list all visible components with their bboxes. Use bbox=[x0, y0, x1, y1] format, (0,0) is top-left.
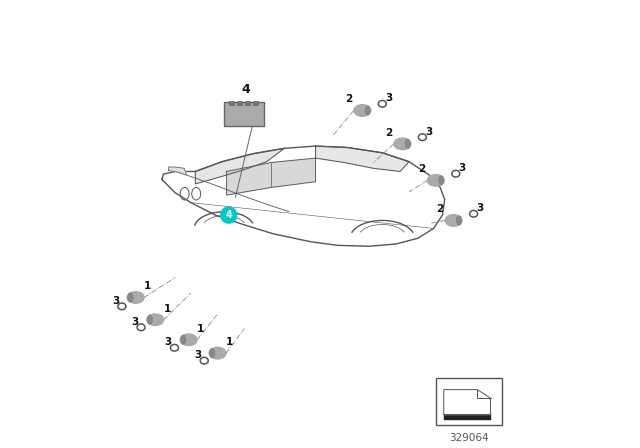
Ellipse shape bbox=[210, 349, 214, 358]
Ellipse shape bbox=[428, 175, 444, 186]
Ellipse shape bbox=[456, 216, 461, 225]
Text: 4: 4 bbox=[241, 82, 250, 95]
Text: 2: 2 bbox=[345, 95, 353, 104]
Text: 1: 1 bbox=[144, 281, 151, 291]
Bar bbox=[224, 102, 264, 126]
Ellipse shape bbox=[445, 215, 462, 226]
Bar bbox=[436, 379, 502, 425]
Ellipse shape bbox=[147, 314, 164, 326]
Text: 3: 3 bbox=[112, 296, 119, 306]
Ellipse shape bbox=[354, 105, 371, 116]
Text: 3: 3 bbox=[459, 164, 466, 173]
Bar bbox=[245, 101, 250, 105]
Ellipse shape bbox=[405, 139, 410, 148]
Ellipse shape bbox=[181, 336, 186, 344]
Text: 2: 2 bbox=[385, 128, 392, 138]
Polygon shape bbox=[316, 146, 409, 172]
Ellipse shape bbox=[439, 176, 444, 185]
Ellipse shape bbox=[209, 347, 226, 359]
Ellipse shape bbox=[127, 292, 144, 303]
Polygon shape bbox=[195, 148, 284, 184]
Ellipse shape bbox=[147, 315, 152, 324]
Bar bbox=[444, 413, 490, 420]
Text: 3: 3 bbox=[476, 203, 484, 213]
Text: 3: 3 bbox=[385, 94, 392, 103]
Text: 4: 4 bbox=[225, 210, 232, 220]
Ellipse shape bbox=[394, 138, 411, 150]
Text: 3: 3 bbox=[131, 317, 138, 327]
Bar bbox=[237, 101, 242, 105]
Text: 2: 2 bbox=[419, 164, 426, 174]
Text: 1: 1 bbox=[197, 323, 204, 334]
Bar bbox=[253, 101, 258, 105]
Text: 3: 3 bbox=[164, 337, 172, 348]
Text: 1: 1 bbox=[226, 337, 233, 347]
Text: 1: 1 bbox=[163, 304, 171, 314]
Ellipse shape bbox=[180, 334, 197, 345]
Ellipse shape bbox=[365, 106, 370, 115]
Circle shape bbox=[221, 207, 237, 223]
Text: 2: 2 bbox=[436, 204, 444, 214]
Text: 3: 3 bbox=[425, 127, 433, 137]
Text: 3: 3 bbox=[194, 350, 202, 360]
Polygon shape bbox=[444, 390, 490, 414]
Polygon shape bbox=[168, 167, 186, 175]
Bar bbox=[229, 101, 234, 105]
Polygon shape bbox=[227, 158, 316, 195]
Ellipse shape bbox=[128, 293, 132, 302]
Text: 329064: 329064 bbox=[449, 433, 488, 443]
